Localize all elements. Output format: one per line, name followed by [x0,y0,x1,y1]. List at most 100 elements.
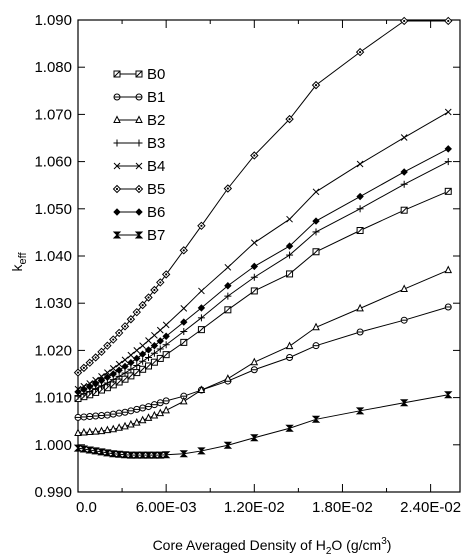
marker-triangle [97,426,106,435]
marker-hourglass-shape [132,451,141,459]
marker-filled-diamond [113,208,121,216]
legend-item-B1: B1 [113,89,165,106]
marker-hourglass [161,451,171,459]
marker-square [133,369,141,377]
marker-square [121,375,129,383]
marker-plus [133,362,141,370]
marker-plus [145,353,153,361]
marker-circle [74,413,82,421]
marker-x [224,263,232,271]
marker-circle [92,412,100,420]
marker-x-b [139,342,146,350]
marker-hourglass [150,451,159,459]
y-axis-label: keff [9,252,29,272]
marker-filled-diamond [138,350,147,358]
marker-diamond-dot [94,356,97,359]
marker-x [198,287,205,295]
marker-hourglass-shape [150,451,159,459]
marker-filled-diamond [197,304,206,312]
marker-hourglass [112,231,122,239]
marker-triangle [74,428,82,436]
marker-square [145,362,153,370]
legend-label: B2 [147,112,165,129]
marker-square-slash [113,70,121,78]
marker-triangle-shape [444,265,453,274]
marker-hourglass-shape [138,451,147,459]
marker-triangle [115,423,123,431]
marker-square [156,354,164,362]
marker-triangle [179,396,188,405]
marker-diamond [355,47,365,57]
marker-triangle [197,385,206,394]
marker-x-b [224,263,232,271]
marker-diamond [114,328,124,338]
marker-circle [356,328,364,336]
marker-hourglass-shape [134,231,144,239]
marker-x [139,342,146,350]
marker-filled-diamond-shape [103,373,112,382]
marker-triangle-shape [312,322,320,331]
series [73,16,453,459]
marker-plus [150,349,158,357]
marker-diamond-dot [106,344,109,347]
marker-triangle-shape [80,427,88,436]
marker-filled-diamond [250,262,259,271]
marker-square [180,338,188,346]
marker-filled-diamond [156,337,164,345]
marker-square-slash [198,326,205,333]
marker-x-b [113,162,121,170]
marker-x [145,337,152,344]
marker-triangle [103,425,112,434]
x-tick-label: 6.00E-03 [136,499,197,516]
marker-square-slash [98,386,105,394]
marker-triangle [312,322,320,331]
marker-diamond-dot [76,371,80,374]
marker-square-slash [156,355,164,362]
x-axis-label-part: Core Averaged Density of H [153,537,326,553]
marker-triangle-shape [285,341,294,350]
marker-plus [400,180,408,188]
x-axis-label-part: O (g/cm [331,537,381,553]
marker-x-b [312,188,320,196]
legend-item-B4: B4 [113,158,165,175]
marker-hourglass [179,450,188,458]
marker-hourglass-shape [444,391,453,399]
marker-triangle-shape [400,284,408,293]
marker-hourglass [114,450,124,458]
marker-triangle-shape [132,417,141,426]
marker-circle [312,342,320,350]
marker-filled-diamond-shape [74,388,82,396]
x-tick-label: 2.40E-02 [400,499,461,516]
marker-circle [109,410,117,418]
marker-square-slash [444,187,452,195]
series-B2 [74,265,453,436]
marker-triangle [127,419,135,428]
marker-circle [98,412,106,420]
marker-hourglass-shape [79,445,89,453]
marker-plus [135,139,143,147]
marker-square [444,187,452,195]
marker-plus [121,369,129,377]
marker-diamond [109,335,118,344]
marker-triangle [135,115,143,123]
marker-diamond-dot [147,296,150,299]
marker-triangle-shape [224,374,232,382]
marker-filled-diamond-shape [97,376,106,385]
series-B3 [74,158,452,400]
marker-triangle [224,374,232,382]
marker-square-slash [139,365,146,373]
series-B0 [74,187,452,403]
marker-triangle [80,427,88,436]
marker-square-slash [133,369,141,376]
marker-triangle [109,424,118,433]
marker-x-b [145,337,152,344]
marker-x [133,347,141,354]
legend-item-B0: B0 [113,66,165,83]
marker-diamond [311,80,321,90]
series-B5 [73,16,453,377]
legend-label: B5 [147,181,165,198]
y-tick-label: 1.010 [34,390,72,407]
marker-triangle [444,265,453,274]
marker-diamond [285,114,294,124]
series-line-B6 [77,148,449,393]
